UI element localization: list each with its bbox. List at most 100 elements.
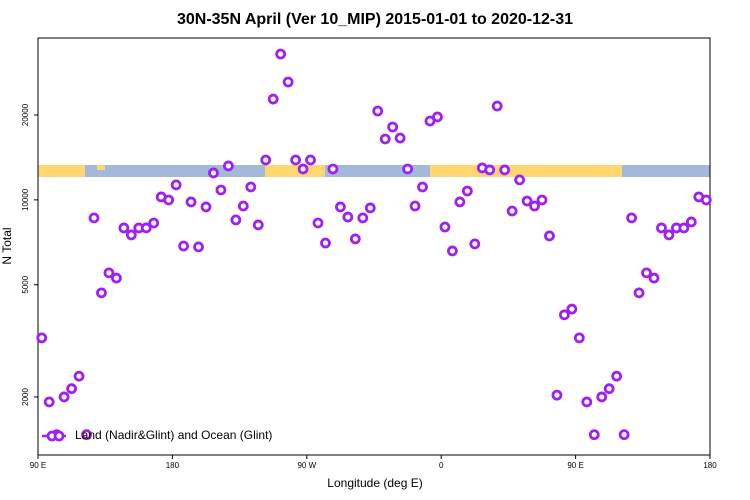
data-point (596, 391, 608, 403)
data-point (529, 200, 540, 212)
data-point (446, 245, 458, 257)
data-point (551, 389, 563, 401)
data-point (36, 332, 48, 344)
y-tick-label: 10000 (21, 188, 30, 211)
y-axis-label: N Total (0, 227, 14, 264)
data-point (58, 391, 70, 403)
data-point (521, 195, 533, 207)
y-tick-label: 20000 (21, 103, 30, 126)
data-point (342, 211, 354, 223)
data-point (267, 93, 279, 105)
data-point (364, 202, 376, 214)
data-point (111, 272, 122, 284)
legend-marker (53, 430, 65, 442)
data-point (282, 76, 294, 88)
data-point (275, 48, 287, 60)
data-point (193, 241, 204, 253)
data-point (148, 217, 160, 229)
data-point (103, 267, 115, 279)
data-point (439, 221, 451, 233)
x-tick-label: 180 (166, 461, 180, 470)
y-tick-label: 5000 (21, 275, 30, 293)
data-point (641, 267, 652, 279)
data-point (170, 179, 182, 191)
data-point (656, 222, 667, 234)
land-ocean-strip (38, 165, 710, 177)
x-tick-label: 180 (703, 461, 717, 470)
data-point (394, 132, 406, 144)
data-point (484, 164, 496, 176)
data-point (230, 214, 242, 226)
data-point (633, 287, 645, 299)
data-point (305, 154, 316, 166)
data-point (334, 201, 346, 213)
data-point (402, 163, 414, 175)
data-point (327, 163, 339, 175)
y-tick-label: 2000 (21, 388, 30, 406)
data-point (140, 222, 152, 234)
data-point (648, 272, 660, 284)
data-point (514, 174, 525, 186)
data-point (461, 185, 473, 197)
x-tick-label: 90 E (30, 461, 46, 470)
data-point (222, 160, 234, 172)
data-point (118, 222, 130, 234)
chart-title: 30N-35N April (Ver 10_MIP) 2015-01-01 to… (177, 11, 573, 28)
data-point (200, 201, 212, 213)
data-point (663, 229, 675, 241)
data-point (88, 212, 100, 224)
data-point (372, 105, 384, 117)
data-point (66, 383, 77, 395)
data-point (700, 194, 712, 206)
data-point (125, 229, 137, 241)
data-point (432, 111, 443, 123)
data-point (297, 163, 309, 175)
data-point (357, 212, 369, 224)
data-point (237, 200, 249, 212)
data-point (454, 196, 466, 208)
data-point (290, 154, 302, 166)
data-point (96, 287, 107, 299)
data-point (349, 233, 361, 245)
data-point (626, 212, 637, 224)
data-point (260, 154, 272, 166)
data-point (81, 429, 92, 441)
data-point (252, 219, 264, 231)
data-point (573, 332, 585, 344)
data-point (559, 309, 570, 321)
data-point (469, 238, 481, 250)
data-point (185, 196, 197, 208)
data-point (245, 181, 257, 193)
data-point (611, 370, 623, 382)
data-point (208, 167, 219, 179)
data-point (581, 396, 593, 408)
data-point (685, 216, 697, 228)
data-point (73, 370, 85, 382)
data-point (506, 205, 518, 217)
data-point (603, 383, 615, 395)
data-point (379, 133, 391, 145)
x-tick-label: 90 E (567, 461, 583, 470)
x-axis-label: Longitude (deg E) (327, 476, 422, 490)
data-point (499, 164, 511, 176)
x-tick-label: 90 W (297, 461, 316, 470)
data-point (409, 200, 421, 212)
data-point (417, 181, 428, 193)
data-point (588, 429, 600, 441)
data-point (536, 194, 548, 206)
data-point (320, 237, 331, 249)
legend-label: Land (Nadir&Glint) and Ocean (Glint) (75, 428, 272, 442)
data-point (678, 222, 690, 234)
data-point (163, 194, 175, 206)
data-point (43, 396, 55, 408)
data-point (312, 217, 324, 229)
data-point (544, 230, 555, 242)
data-point (491, 100, 503, 112)
x-tick-label: 0 (439, 461, 444, 470)
data-point (215, 184, 227, 196)
data-point (387, 121, 399, 133)
data-point (178, 240, 190, 252)
plot-frame (37, 37, 711, 456)
data-point (566, 303, 578, 315)
